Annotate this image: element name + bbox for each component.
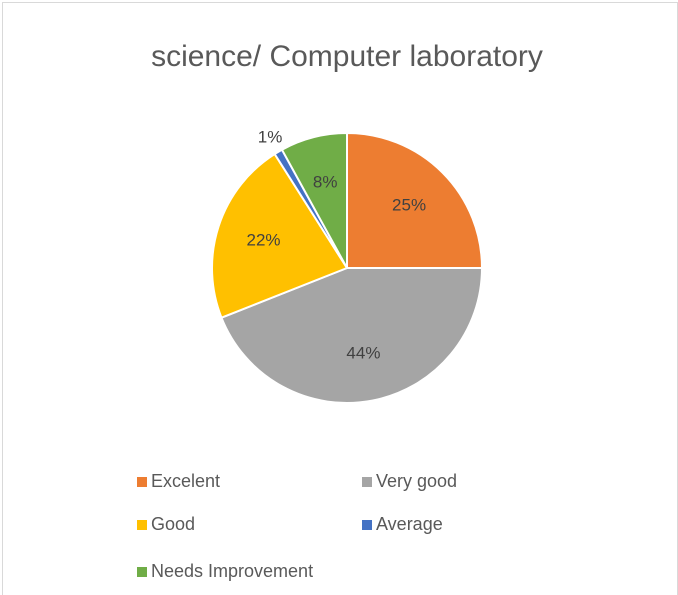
legend-swatch [137, 520, 147, 530]
legend-swatch [362, 477, 372, 487]
pie-slice [211, 152, 349, 319]
legend-swatch [362, 520, 372, 530]
data-label: 22% [247, 230, 281, 249]
data-label: 1% [258, 127, 283, 146]
data-label: 44% [346, 344, 380, 363]
chart-title: science/ Computer laboratory [151, 40, 543, 73]
data-label: 8% [313, 172, 338, 191]
legend-label: Average [376, 514, 443, 534]
legend-label: Good [151, 514, 195, 534]
pie-slice [346, 131, 484, 269]
pie-slice [280, 131, 348, 269]
legend-swatch [137, 477, 147, 487]
data-label: 25% [392, 195, 426, 214]
legend-label: Very good [376, 471, 457, 491]
legend-swatch [137, 567, 147, 577]
legend-label: Excelent [151, 471, 220, 491]
pie-slice [220, 267, 484, 404]
legend-label: Needs Improvement [151, 561, 313, 581]
